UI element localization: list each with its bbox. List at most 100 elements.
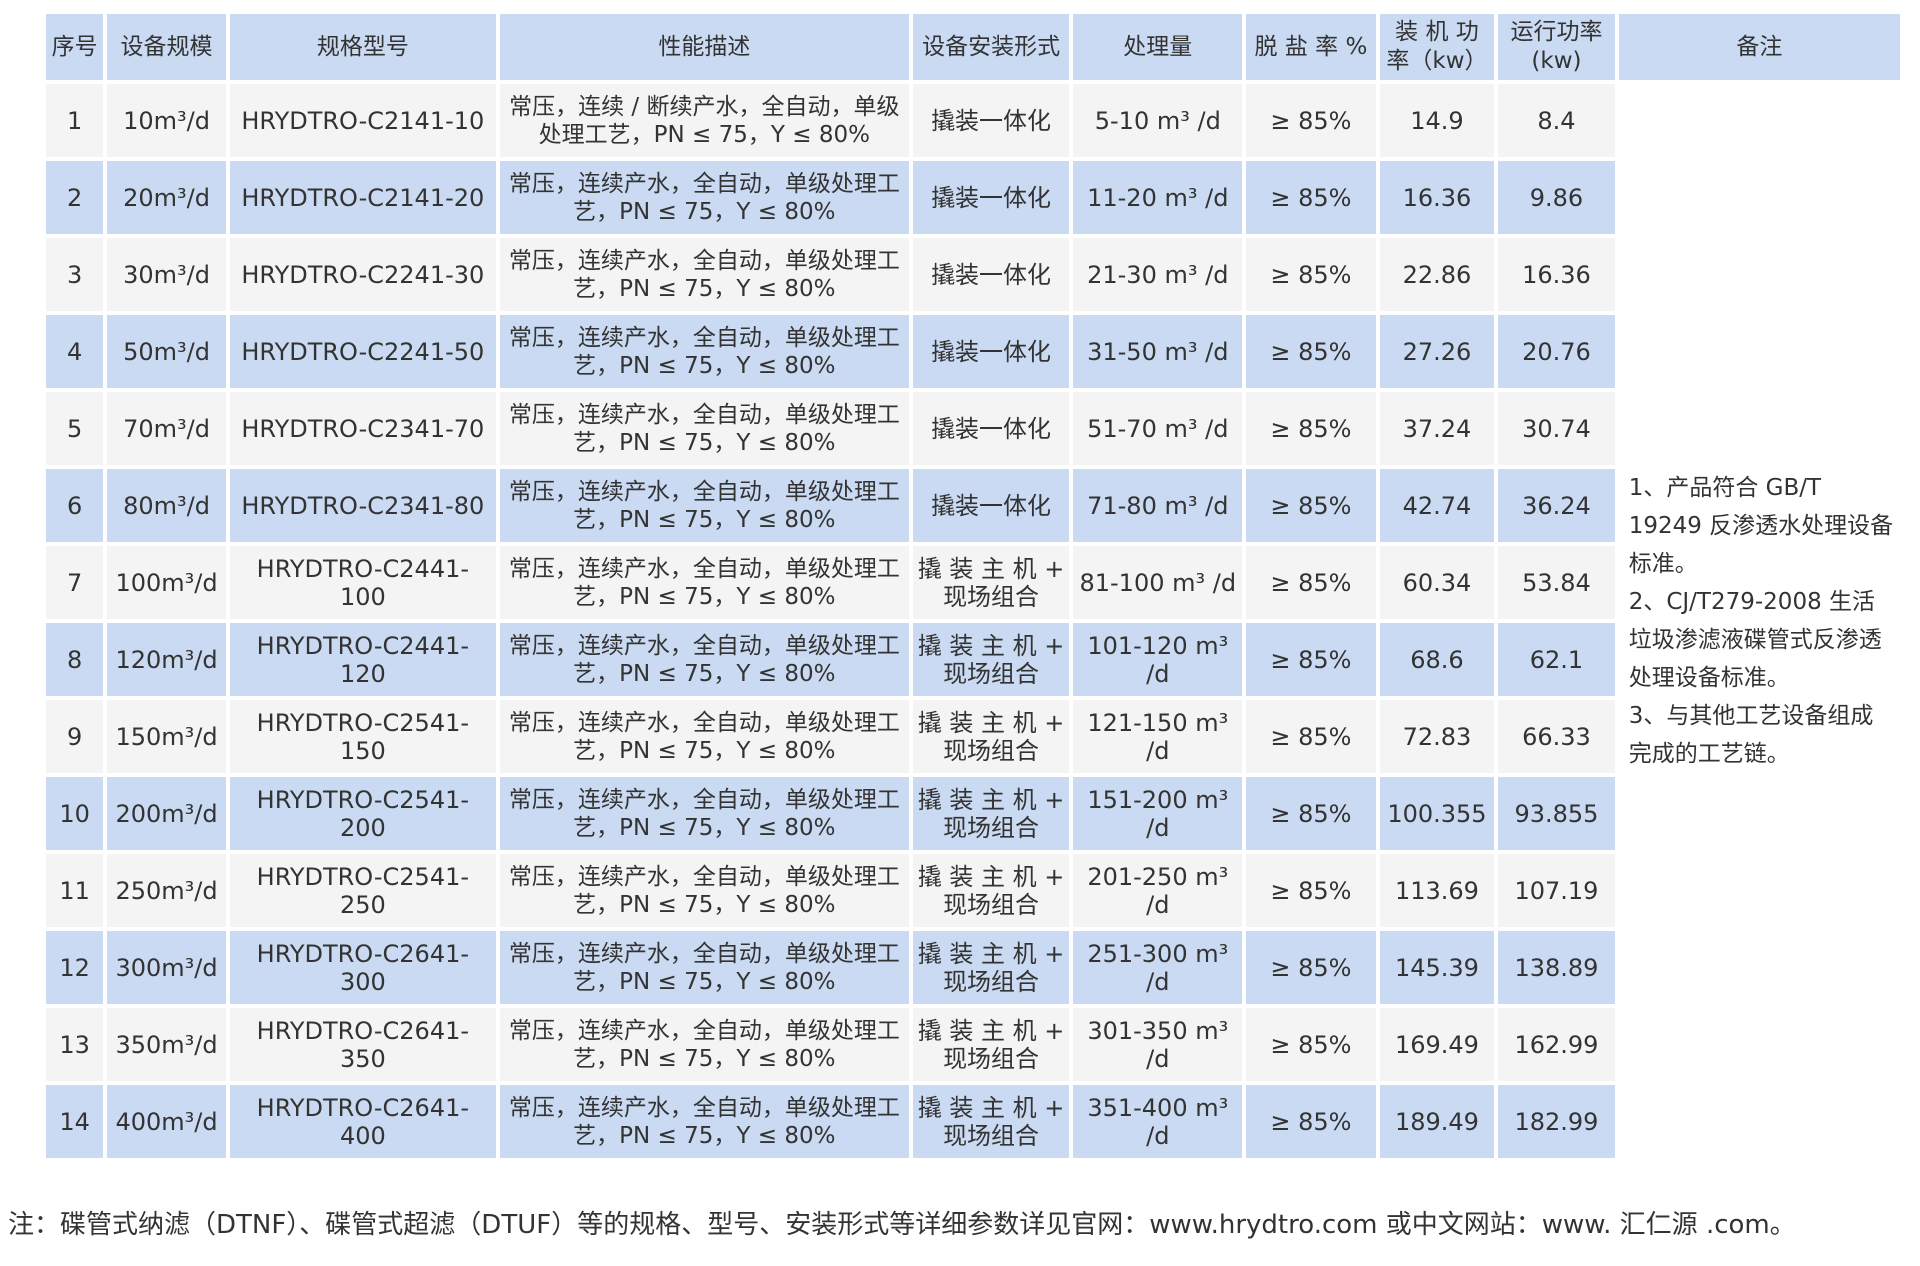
cell-installed-power: 72.83 [1379, 700, 1495, 773]
cell-desalination: ≥ 85% [1246, 777, 1376, 850]
cell-capacity: 351-400 m³ /d [1073, 1085, 1243, 1158]
cell-model: HRYDTRO-C2641-400 [229, 1085, 496, 1158]
table-row: 8 120m³/d HRYDTRO-C2441-120 常压，连续产水，全自动，单级处… [46, 623, 1900, 696]
cell-capacity: 301-350 m³ /d [1073, 1008, 1243, 1081]
header-no: 序号 [46, 14, 104, 80]
cell-scale: 70m³/d [107, 392, 226, 465]
cell-capacity: 251-300 m³ /d [1073, 931, 1243, 1004]
cell-installed-power: 113.69 [1379, 854, 1495, 927]
cell-running-power: 62.1 [1498, 623, 1615, 696]
cell-running-power: 8.4 [1498, 84, 1615, 157]
cell-no: 9 [46, 700, 104, 773]
header-install: 设备安装形式 [912, 14, 1070, 80]
cell-model: HRYDTRO-C2441-120 [229, 623, 496, 696]
header-desalination: 脱 盐 率 % [1246, 14, 1376, 80]
cell-model: HRYDTRO-C2541-250 [229, 854, 496, 927]
header-performance: 性能描述 [499, 14, 909, 80]
cell-performance: 常压，连续 / 断续产水，全自动，单级处理工艺，PN ≤ 75，Y ≤ 80% [499, 84, 909, 157]
cell-installed-power: 100.355 [1379, 777, 1495, 850]
cell-performance: 常压，连续产水，全自动，单级处理工艺，PN ≤ 75，Y ≤ 80% [499, 623, 909, 696]
cell-installed-power: 27.26 [1379, 315, 1495, 388]
cell-model: HRYDTRO-C2241-30 [229, 238, 496, 311]
cell-scale: 50m³/d [107, 315, 226, 388]
cell-desalination: ≥ 85% [1246, 161, 1376, 234]
cell-capacity: 81-100 m³ /d [1073, 546, 1243, 619]
cell-scale: 30m³/d [107, 238, 226, 311]
cell-scale: 350m³/d [107, 1008, 226, 1081]
cell-desalination: ≥ 85% [1246, 931, 1376, 1004]
cell-desalination: ≥ 85% [1246, 623, 1376, 696]
cell-capacity: 151-200 m³ /d [1073, 777, 1243, 850]
cell-desalination: ≥ 85% [1246, 469, 1376, 542]
cell-capacity: 21-30 m³ /d [1073, 238, 1243, 311]
cell-performance: 常压，连续产水，全自动，单级处理工艺，PN ≤ 75，Y ≤ 80% [499, 1008, 909, 1081]
cell-running-power: 16.36 [1498, 238, 1615, 311]
cell-install: 撬装一体化 [912, 161, 1070, 234]
cell-performance: 常压，连续产水，全自动，单级处理工艺，PN ≤ 75，Y ≤ 80% [499, 777, 909, 850]
cell-install: 撬装一体化 [912, 84, 1070, 157]
header-running-power: 运行功率(kw) [1498, 14, 1615, 80]
cell-desalination: ≥ 85% [1246, 1085, 1376, 1158]
cell-scale: 300m³/d [107, 931, 226, 1004]
cell-running-power: 9.86 [1498, 161, 1615, 234]
cell-install: 撬 装 主 机 + 现场组合 [912, 854, 1070, 927]
cell-running-power: 182.99 [1498, 1085, 1615, 1158]
table-row: 9 150m³/d HRYDTRO-C2541-150 常压，连续产水，全自动，单级处… [46, 700, 1900, 773]
cell-desalination: ≥ 85% [1246, 315, 1376, 388]
cell-scale: 20m³/d [107, 161, 226, 234]
table-row: 3 30m³/d HRYDTRO-C2241-30 常压，连续产水，全自动，单级处理工… [46, 238, 1900, 311]
cell-model: HRYDTRO-C2541-150 [229, 700, 496, 773]
cell-scale: 150m³/d [107, 700, 226, 773]
cell-installed-power: 16.36 [1379, 161, 1495, 234]
cell-model: HRYDTRO-C2441-100 [229, 546, 496, 619]
cell-running-power: 36.24 [1498, 469, 1615, 542]
cell-performance: 常压，连续产水，全自动，单级处理工艺，PN ≤ 75，Y ≤ 80% [499, 315, 909, 388]
cell-install: 撬装一体化 [912, 238, 1070, 311]
cell-capacity: 71-80 m³ /d [1073, 469, 1243, 542]
table-header: 序号 设备规模 规格型号 性能描述 设备安装形式 处理量 脱 盐 率 % 装 机… [46, 14, 1900, 80]
cell-capacity: 201-250 m³ /d [1073, 854, 1243, 927]
spec-table: 序号 设备规模 规格型号 性能描述 设备安装形式 处理量 脱 盐 率 % 装 机… [42, 10, 1904, 1162]
cell-scale: 100m³/d [107, 546, 226, 619]
table-row: 12 300m³/d HRYDTRO-C2641-300 常压，连续产水，全自动，单级… [46, 931, 1900, 1004]
cell-install: 撬 装 主 机 + 现场组合 [912, 1085, 1070, 1158]
remark-item: 1、产品符合 GB/T 19249 反渗透水处理设备标准。 [1628, 475, 1894, 577]
cell-desalination: ≥ 85% [1246, 700, 1376, 773]
cell-no: 6 [46, 469, 104, 542]
table-row: 7 100m³/d HRYDTRO-C2441-100 常压，连续产水，全自动，单级处… [46, 546, 1900, 619]
cell-installed-power: 14.9 [1379, 84, 1495, 157]
cell-installed-power: 22.86 [1379, 238, 1495, 311]
cell-running-power: 138.89 [1498, 931, 1615, 1004]
cell-capacity: 101-120 m³ /d [1073, 623, 1243, 696]
cell-performance: 常压，连续产水，全自动，单级处理工艺，PN ≤ 75，Y ≤ 80% [499, 854, 909, 927]
cell-no: 11 [46, 854, 104, 927]
header-installed-power: 装 机 功 率（kw） [1379, 14, 1495, 80]
cell-model: HRYDTRO-C2141-20 [229, 161, 496, 234]
cell-installed-power: 37.24 [1379, 392, 1495, 465]
table-row: 14 400m³/d HRYDTRO-C2641-400 常压，连续产水，全自动，单级… [46, 1085, 1900, 1158]
cell-installed-power: 189.49 [1379, 1085, 1495, 1158]
header-scale: 设备规模 [107, 14, 226, 80]
cell-install: 撬 装 主 机 + 现场组合 [912, 546, 1070, 619]
cell-capacity: 11-20 m³ /d [1073, 161, 1243, 234]
remark-item: 3、与其他工艺设备组成完成的工艺链。 [1628, 703, 1874, 767]
cell-model: HRYDTRO-C2341-70 [229, 392, 496, 465]
cell-no: 13 [46, 1008, 104, 1081]
cell-scale: 80m³/d [107, 469, 226, 542]
cell-no: 4 [46, 315, 104, 388]
cell-performance: 常压，连续产水，全自动，单级处理工艺，PN ≤ 75，Y ≤ 80% [499, 392, 909, 465]
remarks-cell: 1、产品符合 GB/T 19249 反渗透水处理设备标准。 2、CJ/T279-2… [1618, 84, 1900, 1158]
cell-no: 8 [46, 623, 104, 696]
cell-running-power: 162.99 [1498, 1008, 1615, 1081]
header-capacity: 处理量 [1073, 14, 1243, 80]
cell-no: 2 [46, 161, 104, 234]
cell-performance: 常压，连续产水，全自动，单级处理工艺，PN ≤ 75，Y ≤ 80% [499, 546, 909, 619]
cell-performance: 常压，连续产水，全自动，单级处理工艺，PN ≤ 75，Y ≤ 80% [499, 700, 909, 773]
cell-model: HRYDTRO-C2641-350 [229, 1008, 496, 1081]
cell-installed-power: 60.34 [1379, 546, 1495, 619]
cell-model: HRYDTRO-C2641-300 [229, 931, 496, 1004]
cell-performance: 常压，连续产水，全自动，单级处理工艺，PN ≤ 75，Y ≤ 80% [499, 1085, 909, 1158]
cell-capacity: 51-70 m³ /d [1073, 392, 1243, 465]
cell-performance: 常压，连续产水，全自动，单级处理工艺，PN ≤ 75，Y ≤ 80% [499, 469, 909, 542]
cell-running-power: 66.33 [1498, 700, 1615, 773]
